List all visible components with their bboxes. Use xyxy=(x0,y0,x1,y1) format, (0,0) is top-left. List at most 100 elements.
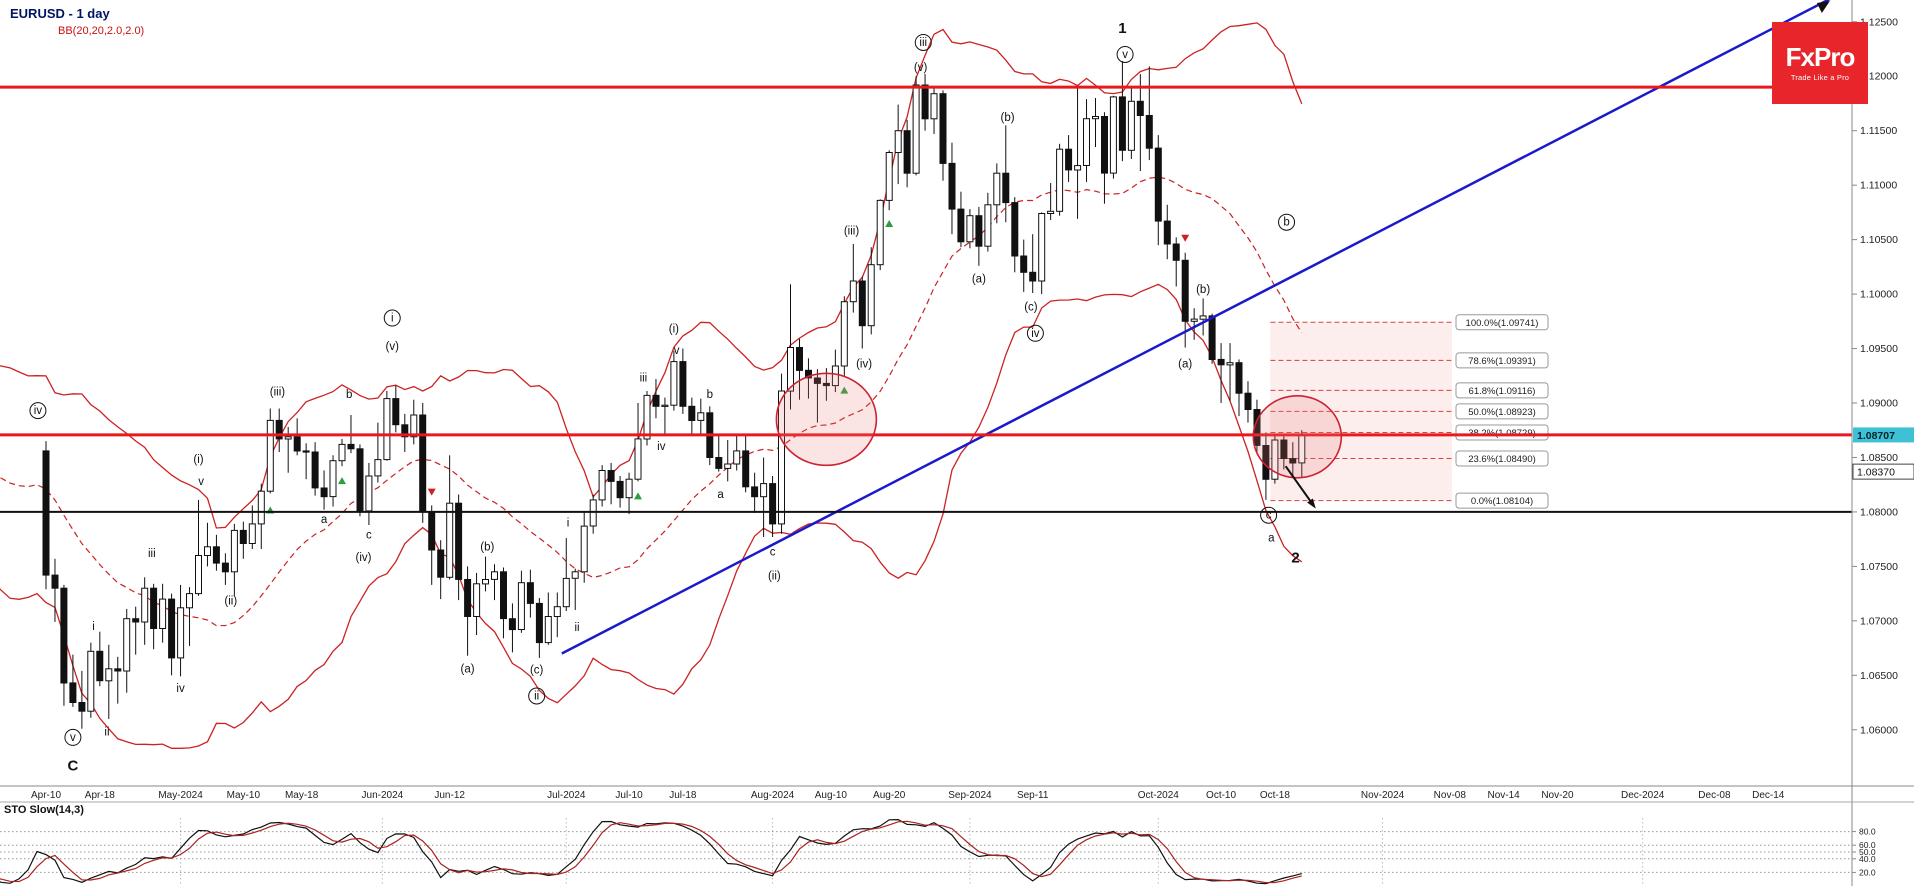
svg-text:1.08370: 1.08370 xyxy=(1857,467,1895,479)
fib-level-label-0 xyxy=(1455,314,1549,331)
wave-label: ii xyxy=(104,726,109,738)
wave-label: (v) xyxy=(914,62,928,74)
wave-label: v xyxy=(674,345,680,357)
price-tick-label: 1.06000 xyxy=(1860,724,1898,736)
wave-label: 2 xyxy=(1291,549,1299,566)
wave-label: (iv) xyxy=(856,358,872,370)
bollinger-bands xyxy=(0,22,1303,749)
fib-level-label-3 xyxy=(1455,403,1549,420)
fxpro-logo-text: FxPro xyxy=(1785,42,1856,72)
wave-label-circle xyxy=(1116,45,1134,63)
time-tick-label: Jul-2024 xyxy=(547,790,586,801)
wave-label: (a) xyxy=(972,273,986,285)
stochastic-indicator-label: STO Slow(14,3) xyxy=(4,804,84,816)
bb-upper-band xyxy=(0,22,1303,529)
time-tick-label: Oct-10 xyxy=(1206,790,1236,801)
wave-label: iii xyxy=(919,37,927,49)
time-tick-label: May-10 xyxy=(227,790,261,801)
price-tick-label: 1.10000 xyxy=(1860,289,1898,301)
wave-label-circle xyxy=(383,309,401,327)
wave-label: i xyxy=(92,621,95,633)
time-tick-label: Aug-2024 xyxy=(751,790,795,801)
svg-text:23.6%(1.08490): 23.6%(1.08490) xyxy=(1468,454,1536,465)
time-tick-label: Oct-2024 xyxy=(1138,790,1180,801)
wave-label: (ii) xyxy=(768,571,781,583)
time-tick-label: Oct-18 xyxy=(1260,790,1290,801)
time-tick-label: Jul-10 xyxy=(615,790,643,801)
wave-label: iv xyxy=(176,683,185,695)
wave-label: (b) xyxy=(1001,112,1015,124)
svg-text:50.0%(1.08923): 50.0%(1.08923) xyxy=(1468,407,1536,418)
wave-label: iii xyxy=(148,548,156,560)
wave-label: c xyxy=(770,547,776,559)
fib-level-label-1 xyxy=(1455,352,1549,369)
fib-retracement[interactable]: 100.0%(1.09741) 78.6%(1.09391) 61.8%(1.091… xyxy=(1270,314,1549,509)
time-tick-label: Aug-10 xyxy=(815,790,848,801)
wave-label: b xyxy=(1283,217,1289,229)
wave-label: (c) xyxy=(1024,302,1038,314)
svg-text:61.8%(1.09116): 61.8%(1.09116) xyxy=(1469,386,1536,397)
wave-label: c xyxy=(1266,510,1272,522)
wave-label: a xyxy=(1268,533,1275,545)
time-tick-label: Sep-11 xyxy=(1017,790,1049,801)
highlight-circle-2[interactable] xyxy=(1252,394,1343,479)
time-tick-label: Apr-10 xyxy=(31,790,61,801)
price-tick-label: 1.11000 xyxy=(1860,180,1897,192)
price-tick-label: 1.06500 xyxy=(1860,670,1898,682)
time-tick-label: Dec-2024 xyxy=(1621,790,1665,801)
fib-level-label-6 xyxy=(1455,492,1549,509)
sto-d-line xyxy=(0,820,1302,884)
wave-label: iii xyxy=(640,372,648,384)
wave-label: (i) xyxy=(669,323,679,335)
fib-level-label-5 xyxy=(1455,450,1549,467)
bb-middle-band xyxy=(0,176,1303,627)
price-tick-label: 1.12000 xyxy=(1860,71,1898,83)
sto-tick-label: 50.0 xyxy=(1859,847,1876,857)
sto-tick-label: 40.0 xyxy=(1859,854,1876,864)
wave-label: (a) xyxy=(461,663,475,675)
fib-level-label-2 xyxy=(1455,382,1549,399)
wave-label: iv xyxy=(1031,328,1040,340)
projection-arrow[interactable] xyxy=(1284,465,1316,509)
fxpro-logo: FxPro Trade Like a Pro xyxy=(1772,22,1868,104)
wave-label-circle xyxy=(29,402,47,420)
price-axis[interactable]: 1.12500 1.12000 1.11500 1.11000 1.10500 1.100… xyxy=(1851,0,1914,886)
time-axis[interactable]: Apr-10 Apr-18 May-2024 May-10 May-18 Jun-2024… xyxy=(0,785,1914,803)
wave-label: (ii) xyxy=(224,596,237,608)
wave-label: (b) xyxy=(1196,284,1210,296)
wave-label: i xyxy=(567,517,570,529)
wave-label-circle xyxy=(1026,324,1044,342)
wave-label: a xyxy=(717,489,724,501)
time-tick-label: May-2024 xyxy=(158,790,203,801)
wave-label: iv xyxy=(34,405,43,417)
price-tag xyxy=(1852,463,1914,480)
wave-label: b xyxy=(707,389,713,401)
highlight-circle-1[interactable] xyxy=(775,372,878,467)
time-tick-label: Jun-2024 xyxy=(362,790,404,801)
symbol-title: EURUSD - 1 day xyxy=(10,6,110,21)
wave-labels: iviiiiiiivvC(i)v(ii)(iii)abc(iv)(v)i(a)(… xyxy=(29,20,1300,774)
fxpro-logo-tagline: Trade Like a Pro xyxy=(1790,73,1850,82)
wave-label: ii xyxy=(534,690,539,702)
time-tick-label: May-18 xyxy=(285,790,319,801)
svg-text:78.6%(1.09391): 78.6%(1.09391) xyxy=(1468,356,1536,367)
price-tick-label: 1.11500 xyxy=(1860,125,1897,137)
sto-lines xyxy=(0,818,1302,885)
svg-text:100.0%(1.09741): 100.0%(1.09741) xyxy=(1466,318,1539,329)
buy-arrow-icon xyxy=(885,220,894,228)
time-tick-label: Dec-08 xyxy=(1698,790,1731,801)
wave-label: (v) xyxy=(386,341,400,353)
time-tick-label: Dec-14 xyxy=(1752,790,1785,801)
price-tick-label: 1.08500 xyxy=(1860,452,1898,464)
price-tick-label: 1.07500 xyxy=(1860,561,1898,573)
wave-label: ii xyxy=(574,622,579,634)
wave-label: (c) xyxy=(530,664,544,676)
wave-label-circle xyxy=(914,33,932,51)
price-tick-label: 1.09500 xyxy=(1860,343,1898,355)
trendline[interactable] xyxy=(561,0,1849,655)
wave-label: i xyxy=(391,313,394,325)
time-tick-label: Sep-2024 xyxy=(948,790,992,801)
wave-label-circle xyxy=(1278,213,1296,231)
